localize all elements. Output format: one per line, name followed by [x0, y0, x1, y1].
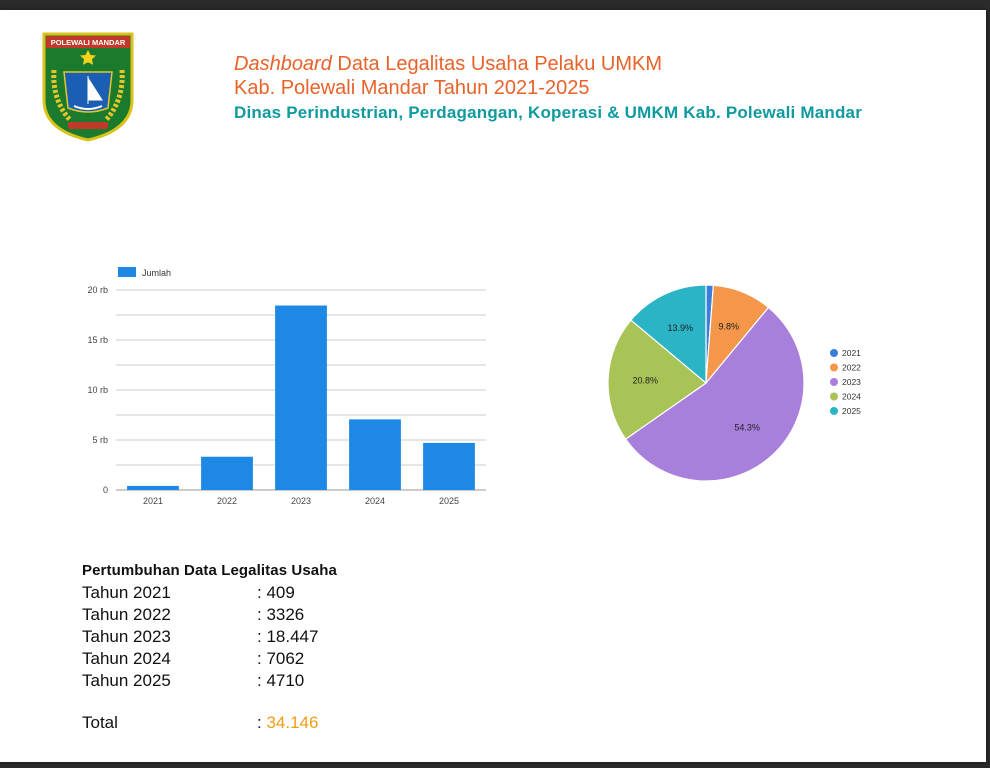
pie-percent-label: 54.3% — [734, 423, 760, 433]
polewali-mandar-emblem: POLEWALI MANDAR — [42, 32, 134, 142]
x-tick-label: 2023 — [291, 496, 311, 506]
stat-row: Tahun 2021 : 409 — [82, 583, 402, 605]
x-tick-label: 2025 — [439, 496, 459, 506]
bar-2025 — [423, 442, 475, 490]
title-rest: Data Legalitas Usaha Pelaku UMKM — [331, 53, 662, 75]
total-value-wrap: : 34.146 — [257, 713, 318, 733]
stat-year-label: Tahun 2025 — [82, 671, 171, 690]
x-tick-label: 2021 — [143, 496, 163, 506]
pie-slice-2025 — [630, 284, 707, 385]
legend-swatch-jumlah — [118, 267, 136, 277]
bar-2024 — [349, 419, 401, 490]
legend-dot-2024 — [830, 392, 838, 401]
bar-legend: Jumlah — [118, 267, 171, 278]
legend-label-jumlah: Jumlah — [142, 268, 171, 278]
y-tick-label: 20 rb — [87, 285, 108, 295]
bar-chart: Jumlah 0 5 rb 10 rb 15 rb 20 rb 2021 2022 2023 20… — [87, 267, 486, 506]
page-subtitle: Kab. Polewali Mandar Tahun 2021-2025 — [234, 77, 590, 99]
total-row: Total : 34.146 — [82, 713, 402, 735]
stat-count-value: : 409 — [257, 583, 295, 602]
stat-year-label: Tahun 2021 — [82, 583, 171, 602]
pie-percent-label: 13.9% — [668, 323, 694, 333]
stat-year-label: Tahun 2023 — [82, 627, 171, 646]
pie-slice-2023 — [624, 306, 805, 482]
dashboard-header: Dashboard Data Legalitas Usaha Pelaku UM… — [234, 52, 862, 126]
pie-percent-label: 20.8% — [633, 375, 659, 385]
pie-slice-2024 — [607, 319, 707, 440]
y-tick-label: 0 — [103, 485, 108, 495]
stat-row: Tahun 2023 : 18.447 — [82, 627, 402, 649]
total-label: Total — [82, 713, 118, 732]
legend-label-2024: 2024 — [842, 392, 861, 402]
legend-dot-2021 — [830, 349, 838, 357]
x-tick-label: 2022 — [217, 496, 237, 506]
y-tick-label: 10 rb — [87, 385, 108, 395]
dashboard-page: POLEWALI MANDAR Dashboard Data Legalitas… — [0, 10, 986, 762]
bar-2022 — [201, 456, 253, 490]
legend-label-2021: 2021 — [842, 348, 861, 358]
page-title: Dashboard Data Legalitas Usaha Pelaku UM… — [234, 52, 862, 76]
emblem-text: POLEWALI MANDAR — [51, 38, 126, 47]
pie-chart: 9.8% 54.3% 20.8% 13.9% 2021 2022 2023 2024 2025 — [607, 284, 861, 482]
total-value: 34.146 — [266, 713, 319, 732]
stat-count-value: : 3326 — [257, 605, 305, 624]
legend-label-2023: 2023 — [842, 377, 861, 387]
growth-stats: Pertumbuhan Data Legalitas Usaha Tahun 2… — [82, 562, 402, 735]
stat-count-value: : 7062 — [257, 649, 305, 668]
stat-row: Tahun 2024 : 7062 — [82, 649, 402, 671]
pie-percent-label: 9.8% — [718, 322, 739, 332]
stat-count-value: : 4710 — [257, 671, 305, 690]
stat-row: Tahun 2025 : 4710 — [82, 671, 402, 693]
stat-year-label: Tahun 2022 — [82, 605, 171, 624]
legend-label-2022: 2022 — [842, 363, 861, 373]
legend-dot-2022 — [830, 363, 838, 372]
x-tick-label: 2024 — [365, 496, 385, 506]
legend-dot-2025 — [830, 407, 838, 415]
pie-legend: 2021 2022 2023 2024 2025 — [830, 348, 861, 416]
total-colon: : — [257, 713, 267, 732]
stats-title: Pertumbuhan Data Legalitas Usaha — [82, 562, 337, 579]
y-tick-label: 15 rb — [87, 335, 108, 345]
bar-2021 — [127, 485, 179, 490]
legend-label-2025: 2025 — [842, 406, 861, 416]
stat-year-label: Tahun 2024 — [82, 649, 171, 668]
bar-2023 — [275, 305, 327, 490]
agency-name: Dinas Perindustrian, Perdagangan, Kopera… — [234, 103, 863, 122]
legend-dot-2023 — [830, 378, 838, 386]
y-tick-label: 5 rb — [92, 435, 108, 445]
stat-count-value: : 18.447 — [257, 627, 319, 646]
stat-row: Tahun 2022 : 3326 — [82, 605, 402, 627]
title-italic: Dashboard — [234, 53, 332, 75]
